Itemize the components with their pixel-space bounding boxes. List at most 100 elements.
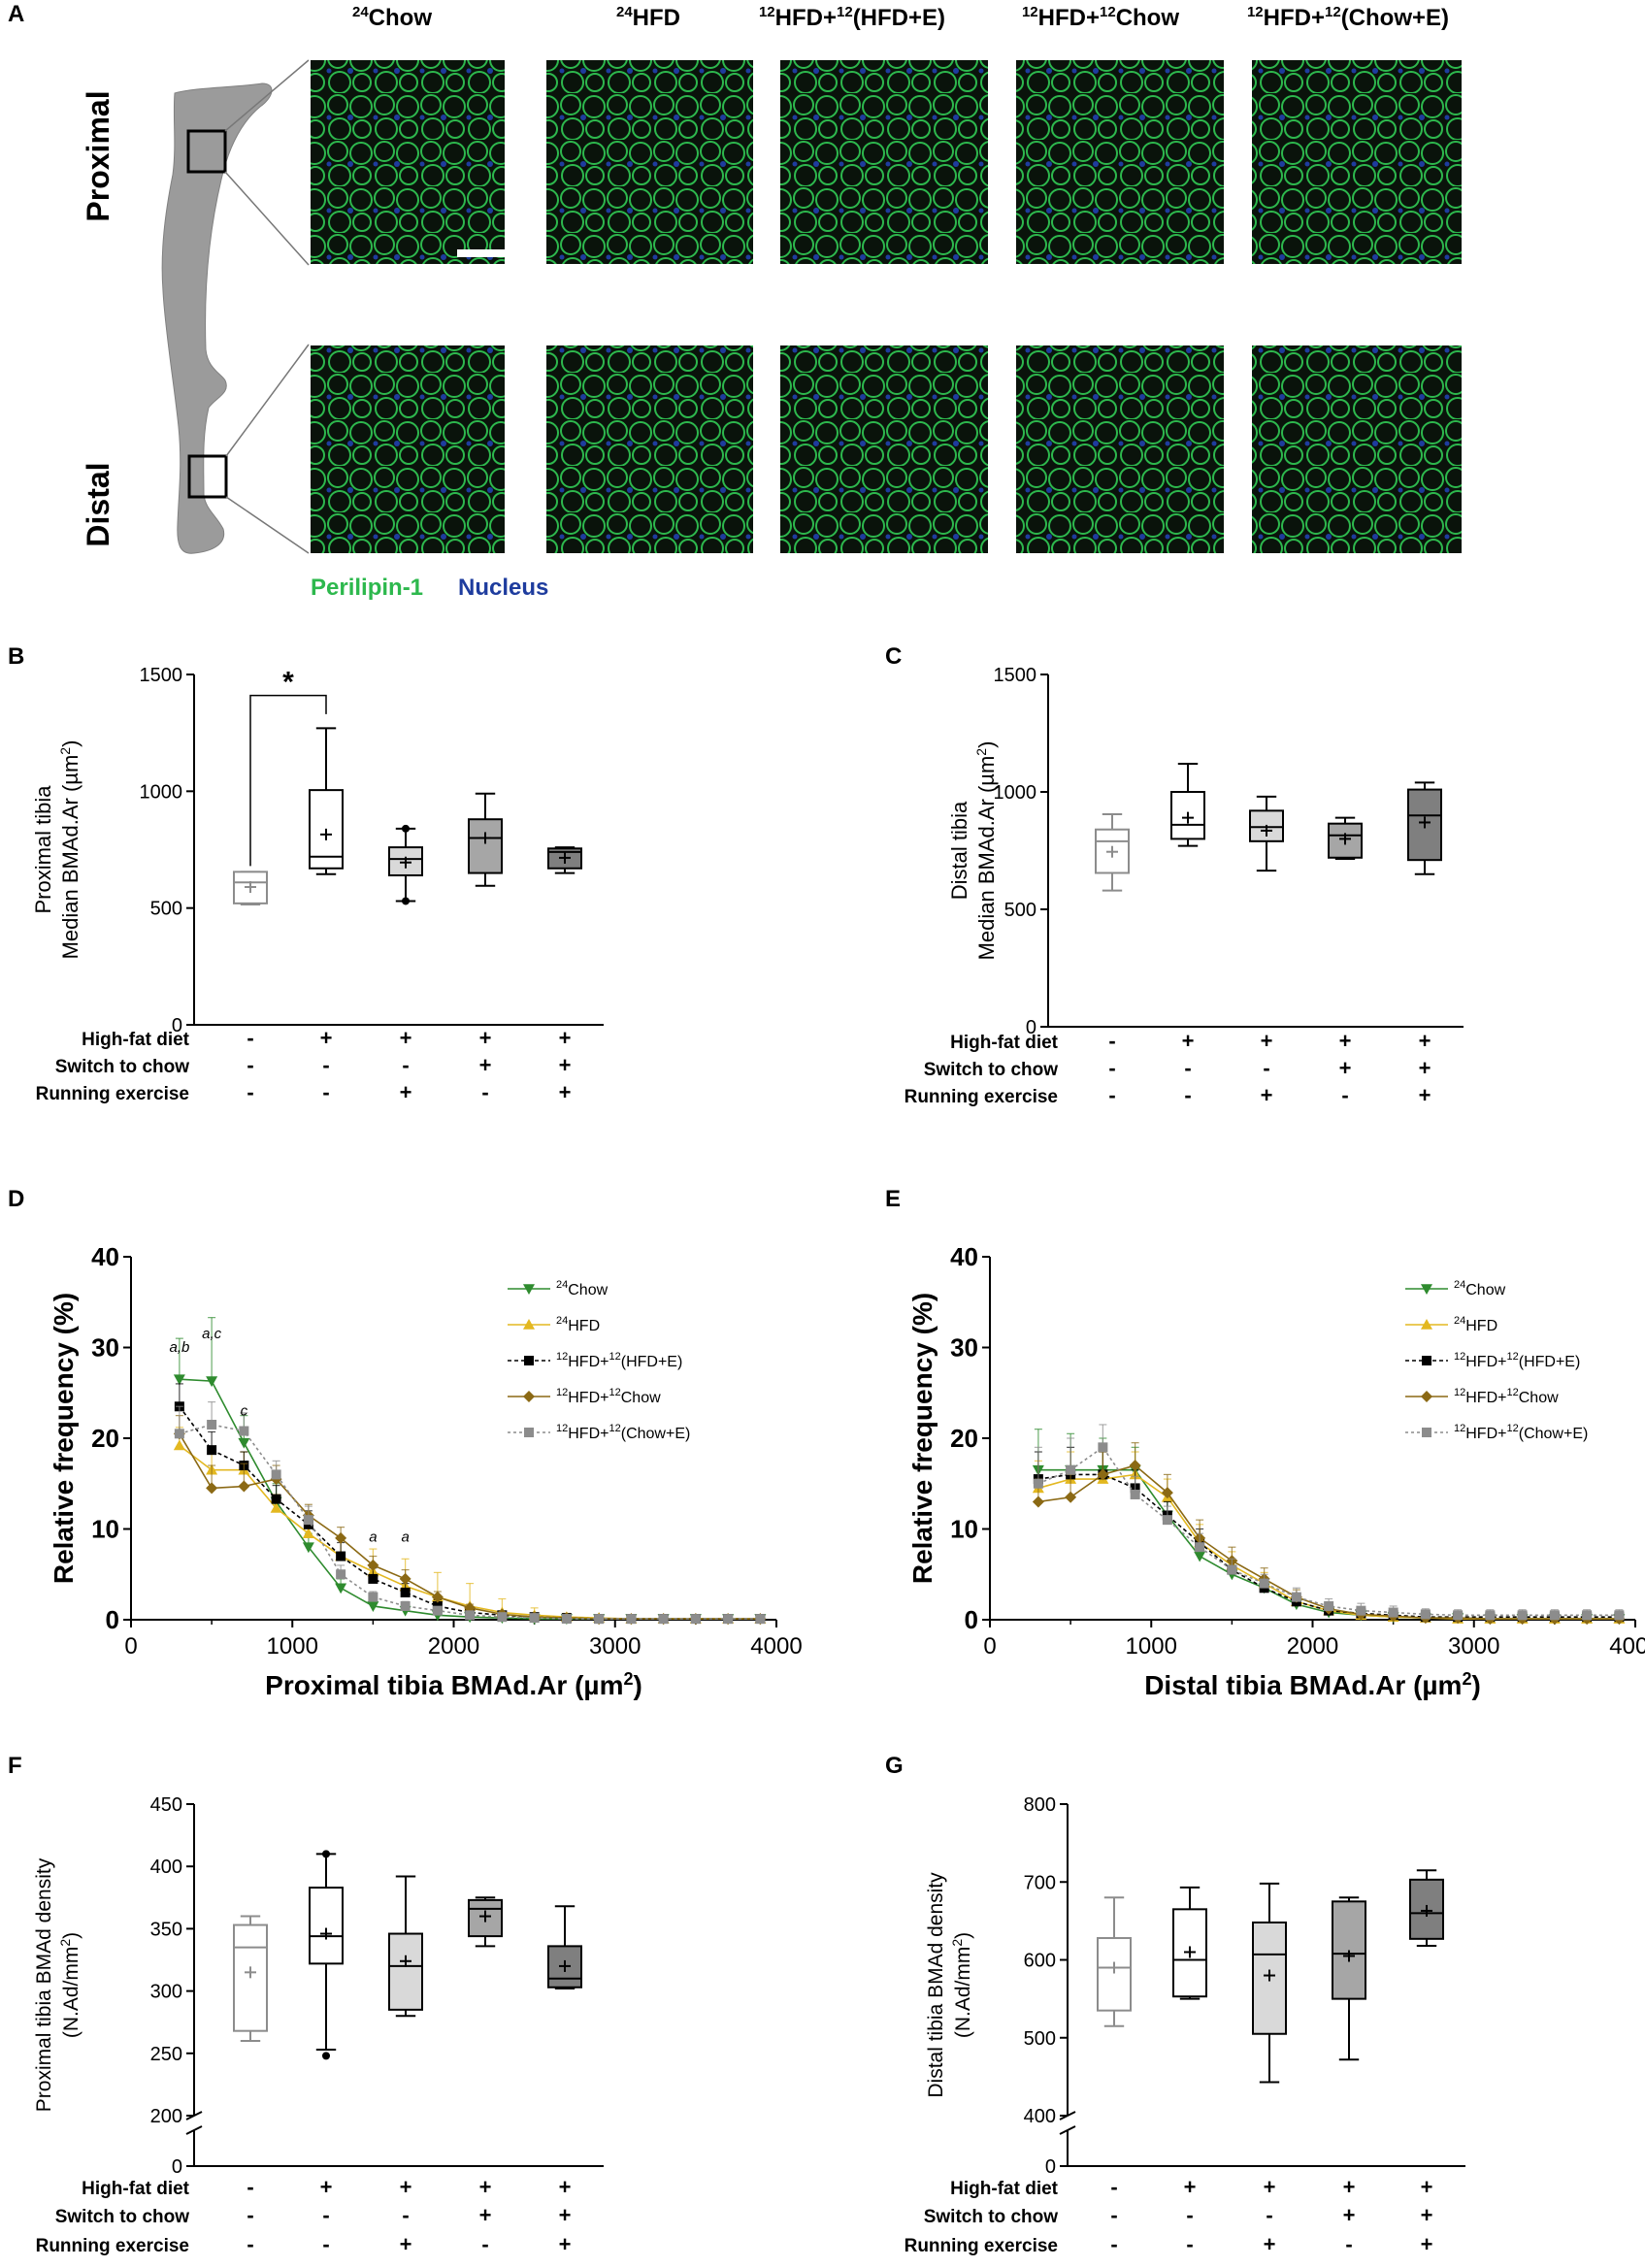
legend-text: HFD+	[568, 1354, 609, 1370]
data-point	[1098, 1442, 1108, 1453]
factor-cell: +	[559, 1026, 572, 1050]
data-point	[524, 1356, 534, 1365]
factor-cell: +	[1421, 2232, 1433, 2256]
data-point	[207, 1419, 217, 1430]
micrograph-grid	[311, 60, 1462, 553]
factor-cell: +	[1261, 1083, 1273, 1107]
superscript: 24	[352, 4, 369, 20]
chart-c-distal-median-area: 0 500 1000 1500 Distal tibia Median BMAd.Ar (…	[905, 665, 1464, 1107]
y-tick-label: 400	[1024, 2106, 1056, 2127]
factor-cell: -	[322, 1053, 329, 1077]
legend-text: HFD+	[568, 1390, 609, 1406]
factor-cell: +	[1421, 2203, 1433, 2227]
panel-letter-f: F	[8, 1753, 22, 1779]
data-point	[206, 1482, 218, 1495]
factor-cell: -	[1184, 1083, 1191, 1107]
factor-row-label: High-fat diet	[950, 2179, 1058, 2199]
factor-row-label: High-fat diet	[82, 2179, 189, 2199]
factor-cell: +	[559, 1053, 572, 1077]
legend-superscript: 24	[1454, 1279, 1465, 1291]
x-tick-label: 4000	[1609, 1633, 1645, 1660]
factor-cell: +	[559, 2232, 572, 2256]
factor-cell: -	[1263, 1056, 1269, 1080]
micrograph-distal-chow	[311, 345, 505, 553]
series-chow	[1032, 1429, 1626, 1626]
legend-label: 12HFD+12(HFD+E)	[556, 1351, 682, 1370]
x-axis-label: Distal tibia BMAd.Ar (µm2)	[1144, 1669, 1481, 1700]
factor-row-label: Switch to chow	[55, 1057, 190, 1077]
chart-g-distal-density: 400 500 600 700 800 0 Distal tibia BMAd densit…	[905, 1794, 1465, 2256]
micrograph-distal-hfd-hfde	[780, 345, 988, 553]
data-point	[524, 1428, 534, 1437]
x-tick-label: 3000	[1448, 1633, 1499, 1660]
y-tick-label: 20	[950, 1424, 978, 1453]
legend-text: HFD+	[1465, 1354, 1506, 1370]
proximal-roi-box	[186, 129, 227, 174]
factor-cell: -	[1341, 1083, 1348, 1107]
series-hfd	[173, 1427, 767, 1624]
chart-e-distal-frequency: 0 10 20 30 40 0 1000 2000 3000 4000 Distal tibia B…	[907, 1242, 1645, 1700]
x-tick-label: 2000	[428, 1633, 479, 1660]
y-axis-label-superscript: 2	[57, 1939, 73, 1947]
data-point	[523, 1319, 535, 1330]
data-point	[432, 1605, 443, 1616]
x-tick-label: 0	[983, 1633, 996, 1660]
y-tick-label: 500	[1004, 900, 1036, 921]
legend-text: HFD+	[1465, 1426, 1506, 1442]
y-axis-label: Proximal tibia Median BMAd.Ar (µm2)	[31, 740, 82, 960]
data-point	[465, 1610, 476, 1621]
y-tick-label: 30	[91, 1333, 119, 1363]
group-header-hfd: 24HFD	[616, 4, 680, 31]
y-axis-label: Distal tibia BMAd density (N.Ad/mm2)	[925, 1872, 974, 2098]
y-axis-label-line: )	[60, 1932, 82, 1939]
data-point	[1227, 1564, 1237, 1575]
group-label: Chow	[369, 5, 433, 31]
zoom-line	[225, 344, 310, 457]
legend-label: 12HFD+12Chow	[556, 1387, 661, 1406]
factor-row-label: Switch to chow	[55, 2207, 190, 2227]
significance-bracket	[249, 694, 327, 867]
data-point	[367, 1559, 379, 1571]
data-point	[1097, 1468, 1109, 1481]
data-point	[302, 1542, 314, 1554]
data-point	[1420, 1609, 1431, 1620]
factor-cell: +	[320, 1026, 333, 1050]
legend-text: (HFD+E)	[621, 1354, 683, 1370]
legend-text: Chow	[1465, 1282, 1505, 1298]
y-axis-label-line: Proximal tibia BMAd density	[33, 1857, 55, 2112]
legend-text: HFD	[568, 1318, 600, 1334]
data-point	[626, 1614, 637, 1625]
factor-cell: +	[400, 2175, 412, 2199]
y-tick-label: 40	[91, 1242, 119, 1271]
data-point	[336, 1551, 346, 1561]
y-tick-label: 500	[150, 899, 182, 920]
x-axis-label-text: )	[1471, 1670, 1480, 1700]
data-point	[335, 1531, 347, 1544]
stain-label-perilipin: Perilipin-1	[311, 575, 423, 601]
factor-row-label: High-fat diet	[82, 1030, 189, 1050]
legend-superscript: 12	[1454, 1423, 1465, 1434]
group-label: (Chow+E)	[1341, 5, 1449, 31]
micrograph-proximal-hfd-chow	[1016, 60, 1224, 264]
legend-label: 24Chow	[1454, 1279, 1506, 1298]
data-point	[1422, 1428, 1431, 1437]
factor-cell: +	[1184, 2175, 1197, 2199]
x-tick-label: 0	[124, 1633, 137, 1660]
data-point	[1388, 1607, 1398, 1618]
row-label-proximal: Proximal	[81, 90, 115, 221]
factor-cell: +	[400, 1080, 412, 1104]
significance-letter: a,b	[169, 1339, 189, 1356]
data-point	[400, 1587, 411, 1597]
factor-cell: -	[1110, 2232, 1117, 2256]
x-tick-label: 1000	[1126, 1633, 1177, 1660]
factor-cell: +	[559, 2203, 572, 2227]
y-axis-label-superscript: 2	[949, 1939, 965, 1947]
legend-superscript: 12	[1454, 1351, 1465, 1363]
legend-text: Chow	[1519, 1390, 1559, 1406]
y-axis-label-line: )	[952, 1932, 974, 1939]
y-tick-label: 600	[1024, 1951, 1056, 1972]
data-point	[173, 1439, 185, 1451]
group-label: (HFD+E)	[853, 5, 945, 31]
data-point	[529, 1613, 540, 1624]
